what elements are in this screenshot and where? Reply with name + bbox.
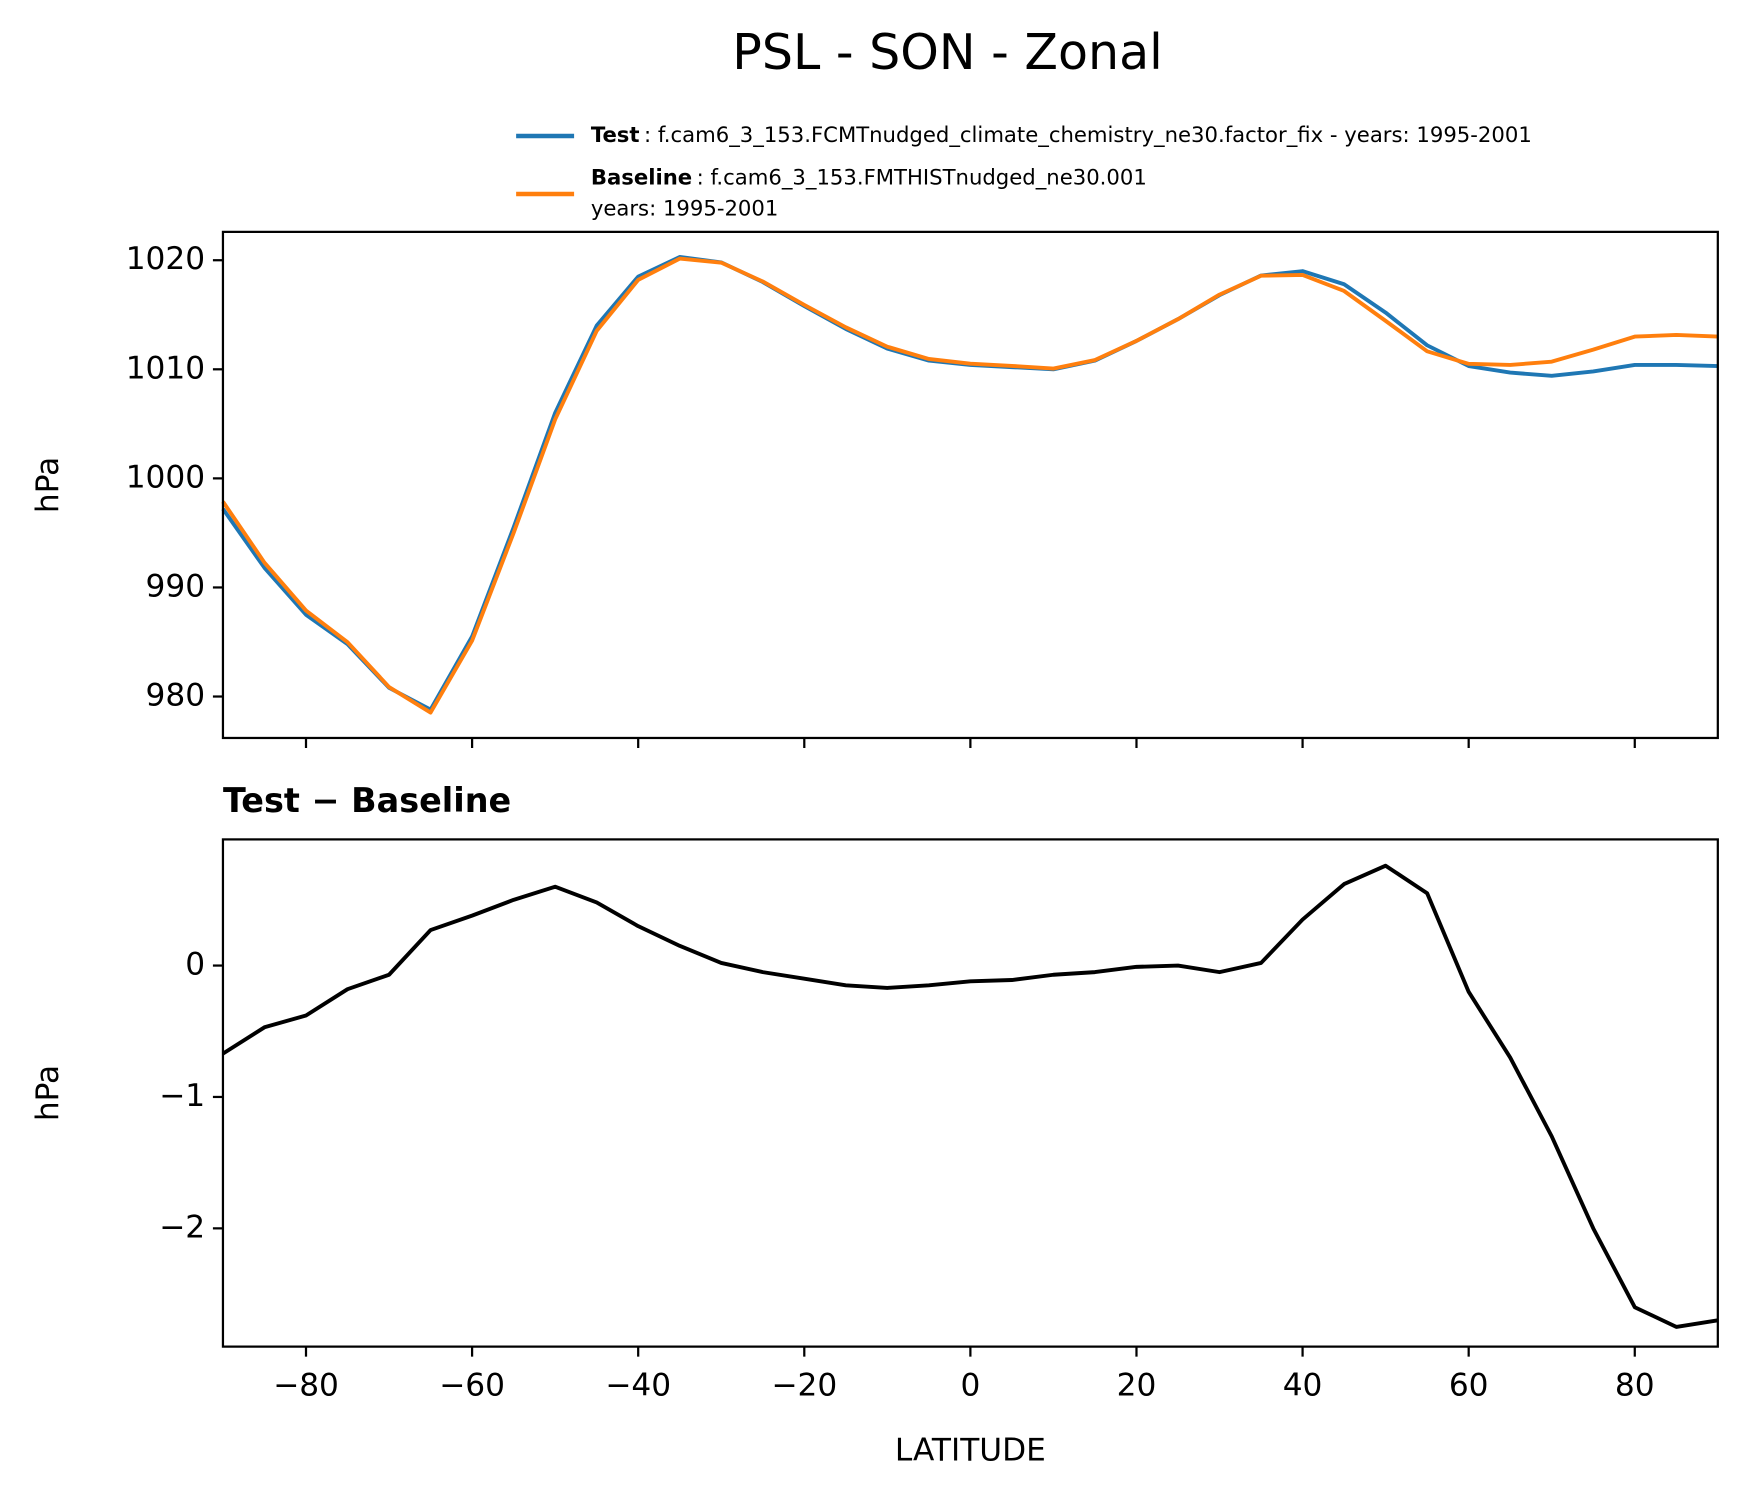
subplot-title: Test − Baseline (223, 781, 511, 820)
legend-name: Test (591, 122, 640, 147)
data-line (221, 863, 1719, 1329)
x-tick-label: −40 (605, 1368, 671, 1404)
x-axis-label: LATITUDE (895, 1432, 1046, 1468)
y-tick-label: −1 (159, 1078, 205, 1114)
x-tick-label: 40 (1283, 1368, 1323, 1404)
x-tick-label: 80 (1615, 1368, 1655, 1404)
y-tick-label: 1010 (126, 350, 205, 386)
x-tick-label: 0 (960, 1368, 980, 1404)
x-tick-label: −20 (771, 1368, 837, 1404)
axes-frame (221, 230, 1719, 740)
y-tick-label: 0 (185, 947, 205, 983)
y-axis-label: hPa (30, 1065, 66, 1121)
x-tick-label: −60 (439, 1368, 505, 1404)
y-tick-label: 990 (146, 568, 206, 604)
x-tick-label: 60 (1449, 1368, 1489, 1404)
data-line (221, 256, 1718, 715)
axes-frame (221, 838, 1719, 1348)
legend-text: : f.cam6_3_153.FMTHISTnudged_ne30.001 (697, 164, 1147, 190)
y-axis-label: hPa (30, 457, 66, 513)
legend-text: : f.cam6_3_153.FCMTnudged_climate_chemis… (644, 122, 1532, 148)
y-tick-label: 1020 (126, 241, 205, 277)
x-tick-label: 20 (1117, 1368, 1157, 1404)
y-tick-label: 1000 (126, 459, 205, 495)
y-tick-label: 980 (146, 678, 206, 714)
figure-title: PSL - SON - Zonal (732, 23, 1162, 81)
legend-text: years: 1995-2001 (591, 196, 779, 221)
legend-name: Baseline (591, 164, 692, 189)
x-tick-label: −80 (273, 1368, 339, 1404)
y-tick-label: −2 (159, 1209, 205, 1245)
